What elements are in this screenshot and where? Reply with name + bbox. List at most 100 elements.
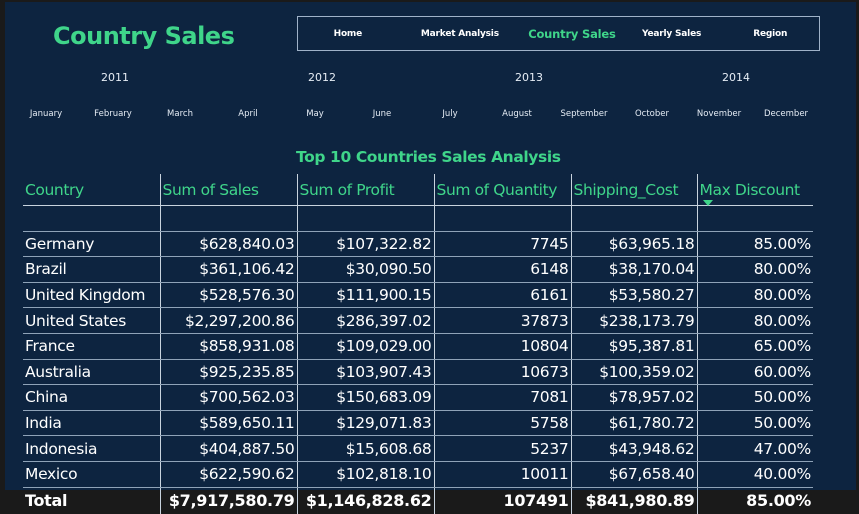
month-slicer: January February March April May June Ju… xyxy=(5,109,856,123)
quantity-cell: 5758 xyxy=(434,410,572,437)
country-cell: India xyxy=(23,410,161,437)
country-cell: China xyxy=(23,384,161,411)
month-option[interactable]: July xyxy=(442,109,458,119)
column-header-quantity[interactable]: Sum of Quantity xyxy=(434,174,572,206)
quantity-cell: 7081 xyxy=(434,384,572,411)
sales-cell: $622,590.62 xyxy=(160,461,298,488)
navigation-bar: Home Market Analysis Country Sales Yearl… xyxy=(297,16,820,51)
quantity-cell: 10673 xyxy=(434,359,572,386)
sort-descending-icon[interactable] xyxy=(702,200,713,206)
table-row[interactable]: China $700,562.03 $150,683.09 7081 $78,957.0… xyxy=(23,384,813,411)
table-title: Top 10 Countries Sales Analysis xyxy=(296,148,561,166)
sales-cell: $589,650.11 xyxy=(160,410,298,437)
shipping-cost-cell: $43,948.62 xyxy=(571,435,698,462)
nav-yearly-sales-button[interactable]: Yearly Sales xyxy=(642,28,702,39)
country-cell: Germany xyxy=(23,231,161,258)
country-cell: Mexico xyxy=(23,461,161,488)
table-row[interactable]: Australia $925,235.85 $103,907.43 10673 $100… xyxy=(23,359,813,386)
sales-cell: $404,887.50 xyxy=(160,435,298,462)
shipping-cost-cell: $95,387.81 xyxy=(571,333,698,360)
column-header-sales[interactable]: Sum of Sales xyxy=(160,174,298,206)
year-option[interactable]: 2014 xyxy=(722,71,750,84)
table-row[interactable]: Brazil $361,106.42 $30,090.50 6148 $38,170.0… xyxy=(23,256,813,283)
table-total-row: Total $7,917,580.79 $1,146,828.62 107491 $84… xyxy=(23,487,813,514)
year-option[interactable]: 2011 xyxy=(101,71,129,84)
table-header-row: Country Sum of Sales Sum of Profit Sum o… xyxy=(23,174,813,206)
month-option[interactable]: August xyxy=(502,109,532,119)
year-option[interactable]: 2012 xyxy=(308,71,336,84)
shipping-cost-cell: $238,173.79 xyxy=(571,307,698,334)
column-header-country[interactable]: Country xyxy=(23,174,161,206)
max-discount-cell: 80.00% xyxy=(697,282,813,309)
column-header-shipping-cost[interactable]: Shipping_Cost xyxy=(571,174,698,206)
sales-cell: $925,235.85 xyxy=(160,359,298,386)
sales-cell: $700,562.03 xyxy=(160,384,298,411)
page-title: Country Sales xyxy=(53,22,235,50)
shipping-cost-cell: $67,658.40 xyxy=(571,461,698,488)
table-row[interactable]: Germany $628,840.03 $107,322.82 7745 $63,965… xyxy=(23,231,813,258)
profit-cell: $111,900.15 xyxy=(297,282,435,309)
sales-cell: $2,297,200.86 xyxy=(160,307,298,334)
quantity-cell: 6148 xyxy=(434,256,572,283)
year-slicer: 2011 2012 2013 2014 xyxy=(5,71,856,87)
month-option[interactable]: December xyxy=(763,109,809,119)
country-cell: Indonesia xyxy=(23,435,161,462)
month-option[interactable]: February xyxy=(94,109,132,119)
nav-region-button[interactable]: Region xyxy=(753,28,788,39)
table-row[interactable]: India $589,650.11 $129,071.83 5758 $61,780.7… xyxy=(23,410,813,437)
profit-cell: $286,397.02 xyxy=(297,307,435,334)
column-header-max-discount-label: Max Discount xyxy=(699,180,801,199)
table-row[interactable]: Indonesia $404,887.50 $15,608.68 5237 $43,94… xyxy=(23,435,813,462)
total-sales-cell: $7,917,580.79 xyxy=(160,487,298,514)
quantity-cell: 37873 xyxy=(434,307,572,334)
table-row[interactable]: France $858,931.08 $109,029.00 10804 $95,387… xyxy=(23,333,813,360)
sales-cell: $528,576.30 xyxy=(160,282,298,309)
sales-cell: $858,931.08 xyxy=(160,333,298,360)
shipping-cost-cell: $78,957.02 xyxy=(571,384,698,411)
nav-market-analysis-button[interactable]: Market Analysis xyxy=(420,28,499,39)
quantity-cell: 6161 xyxy=(434,282,572,309)
profit-cell: $103,907.43 xyxy=(297,359,435,386)
max-discount-cell: 80.00% xyxy=(697,256,813,283)
profit-cell: $102,818.10 xyxy=(297,461,435,488)
table-row[interactable]: Mexico $622,590.62 $102,818.10 10011 $67,658… xyxy=(23,461,813,488)
nav-home-button[interactable]: Home xyxy=(333,28,363,39)
month-option[interactable]: September xyxy=(560,109,608,119)
profit-cell: $129,071.83 xyxy=(297,410,435,437)
quantity-cell: 7745 xyxy=(434,231,572,258)
quantity-cell: 10804 xyxy=(434,333,572,360)
profit-cell: $30,090.50 xyxy=(297,256,435,283)
country-cell: United States xyxy=(23,307,161,334)
month-option[interactable]: November xyxy=(696,109,742,119)
shipping-cost-cell: $63,965.18 xyxy=(571,231,698,258)
shipping-cost-cell: $61,780.72 xyxy=(571,410,698,437)
month-option[interactable]: January xyxy=(29,109,63,119)
month-option[interactable]: April xyxy=(238,109,258,119)
total-shipping-cost-cell: $841,980.89 xyxy=(571,487,698,514)
quantity-cell: 5237 xyxy=(434,435,572,462)
month-option[interactable]: October xyxy=(634,109,670,119)
column-header-profit[interactable]: Sum of Profit xyxy=(297,174,435,206)
shipping-cost-cell: $38,170.04 xyxy=(571,256,698,283)
column-header-max-discount[interactable]: Max Discount xyxy=(697,174,813,206)
total-profit-cell: $1,146,828.62 xyxy=(297,487,435,514)
nav-country-sales-button[interactable]: Country Sales xyxy=(528,26,616,41)
sales-cell: $361,106.42 xyxy=(160,256,298,283)
profit-cell: $15,608.68 xyxy=(297,435,435,462)
max-discount-cell: 65.00% xyxy=(697,333,813,360)
max-discount-cell: 85.00% xyxy=(697,231,813,258)
table-row[interactable]: United Kingdom $528,576.30 $111,900.15 6161… xyxy=(23,282,813,309)
country-cell: Australia xyxy=(23,359,161,386)
sales-cell: $628,840.03 xyxy=(160,231,298,258)
total-quantity-cell: 107491 xyxy=(434,487,572,514)
shipping-cost-cell: $53,580.27 xyxy=(571,282,698,309)
year-option[interactable]: 2013 xyxy=(515,71,543,84)
month-option[interactable]: June xyxy=(372,109,392,119)
table-row[interactable]: United States $2,297,200.86 $286,397.02 378… xyxy=(23,307,813,334)
month-option[interactable]: March xyxy=(167,109,193,119)
month-option[interactable]: May xyxy=(306,109,324,119)
country-cell: United Kingdom xyxy=(23,282,161,309)
total-country-cell: Total xyxy=(23,487,161,514)
country-cell: France xyxy=(23,333,161,360)
max-discount-cell: 50.00% xyxy=(697,384,813,411)
